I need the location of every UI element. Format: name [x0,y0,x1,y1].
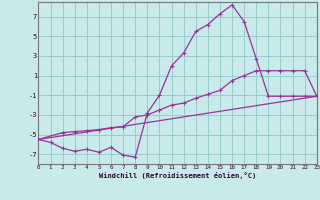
X-axis label: Windchill (Refroidissement éolien,°C): Windchill (Refroidissement éolien,°C) [99,172,256,179]
